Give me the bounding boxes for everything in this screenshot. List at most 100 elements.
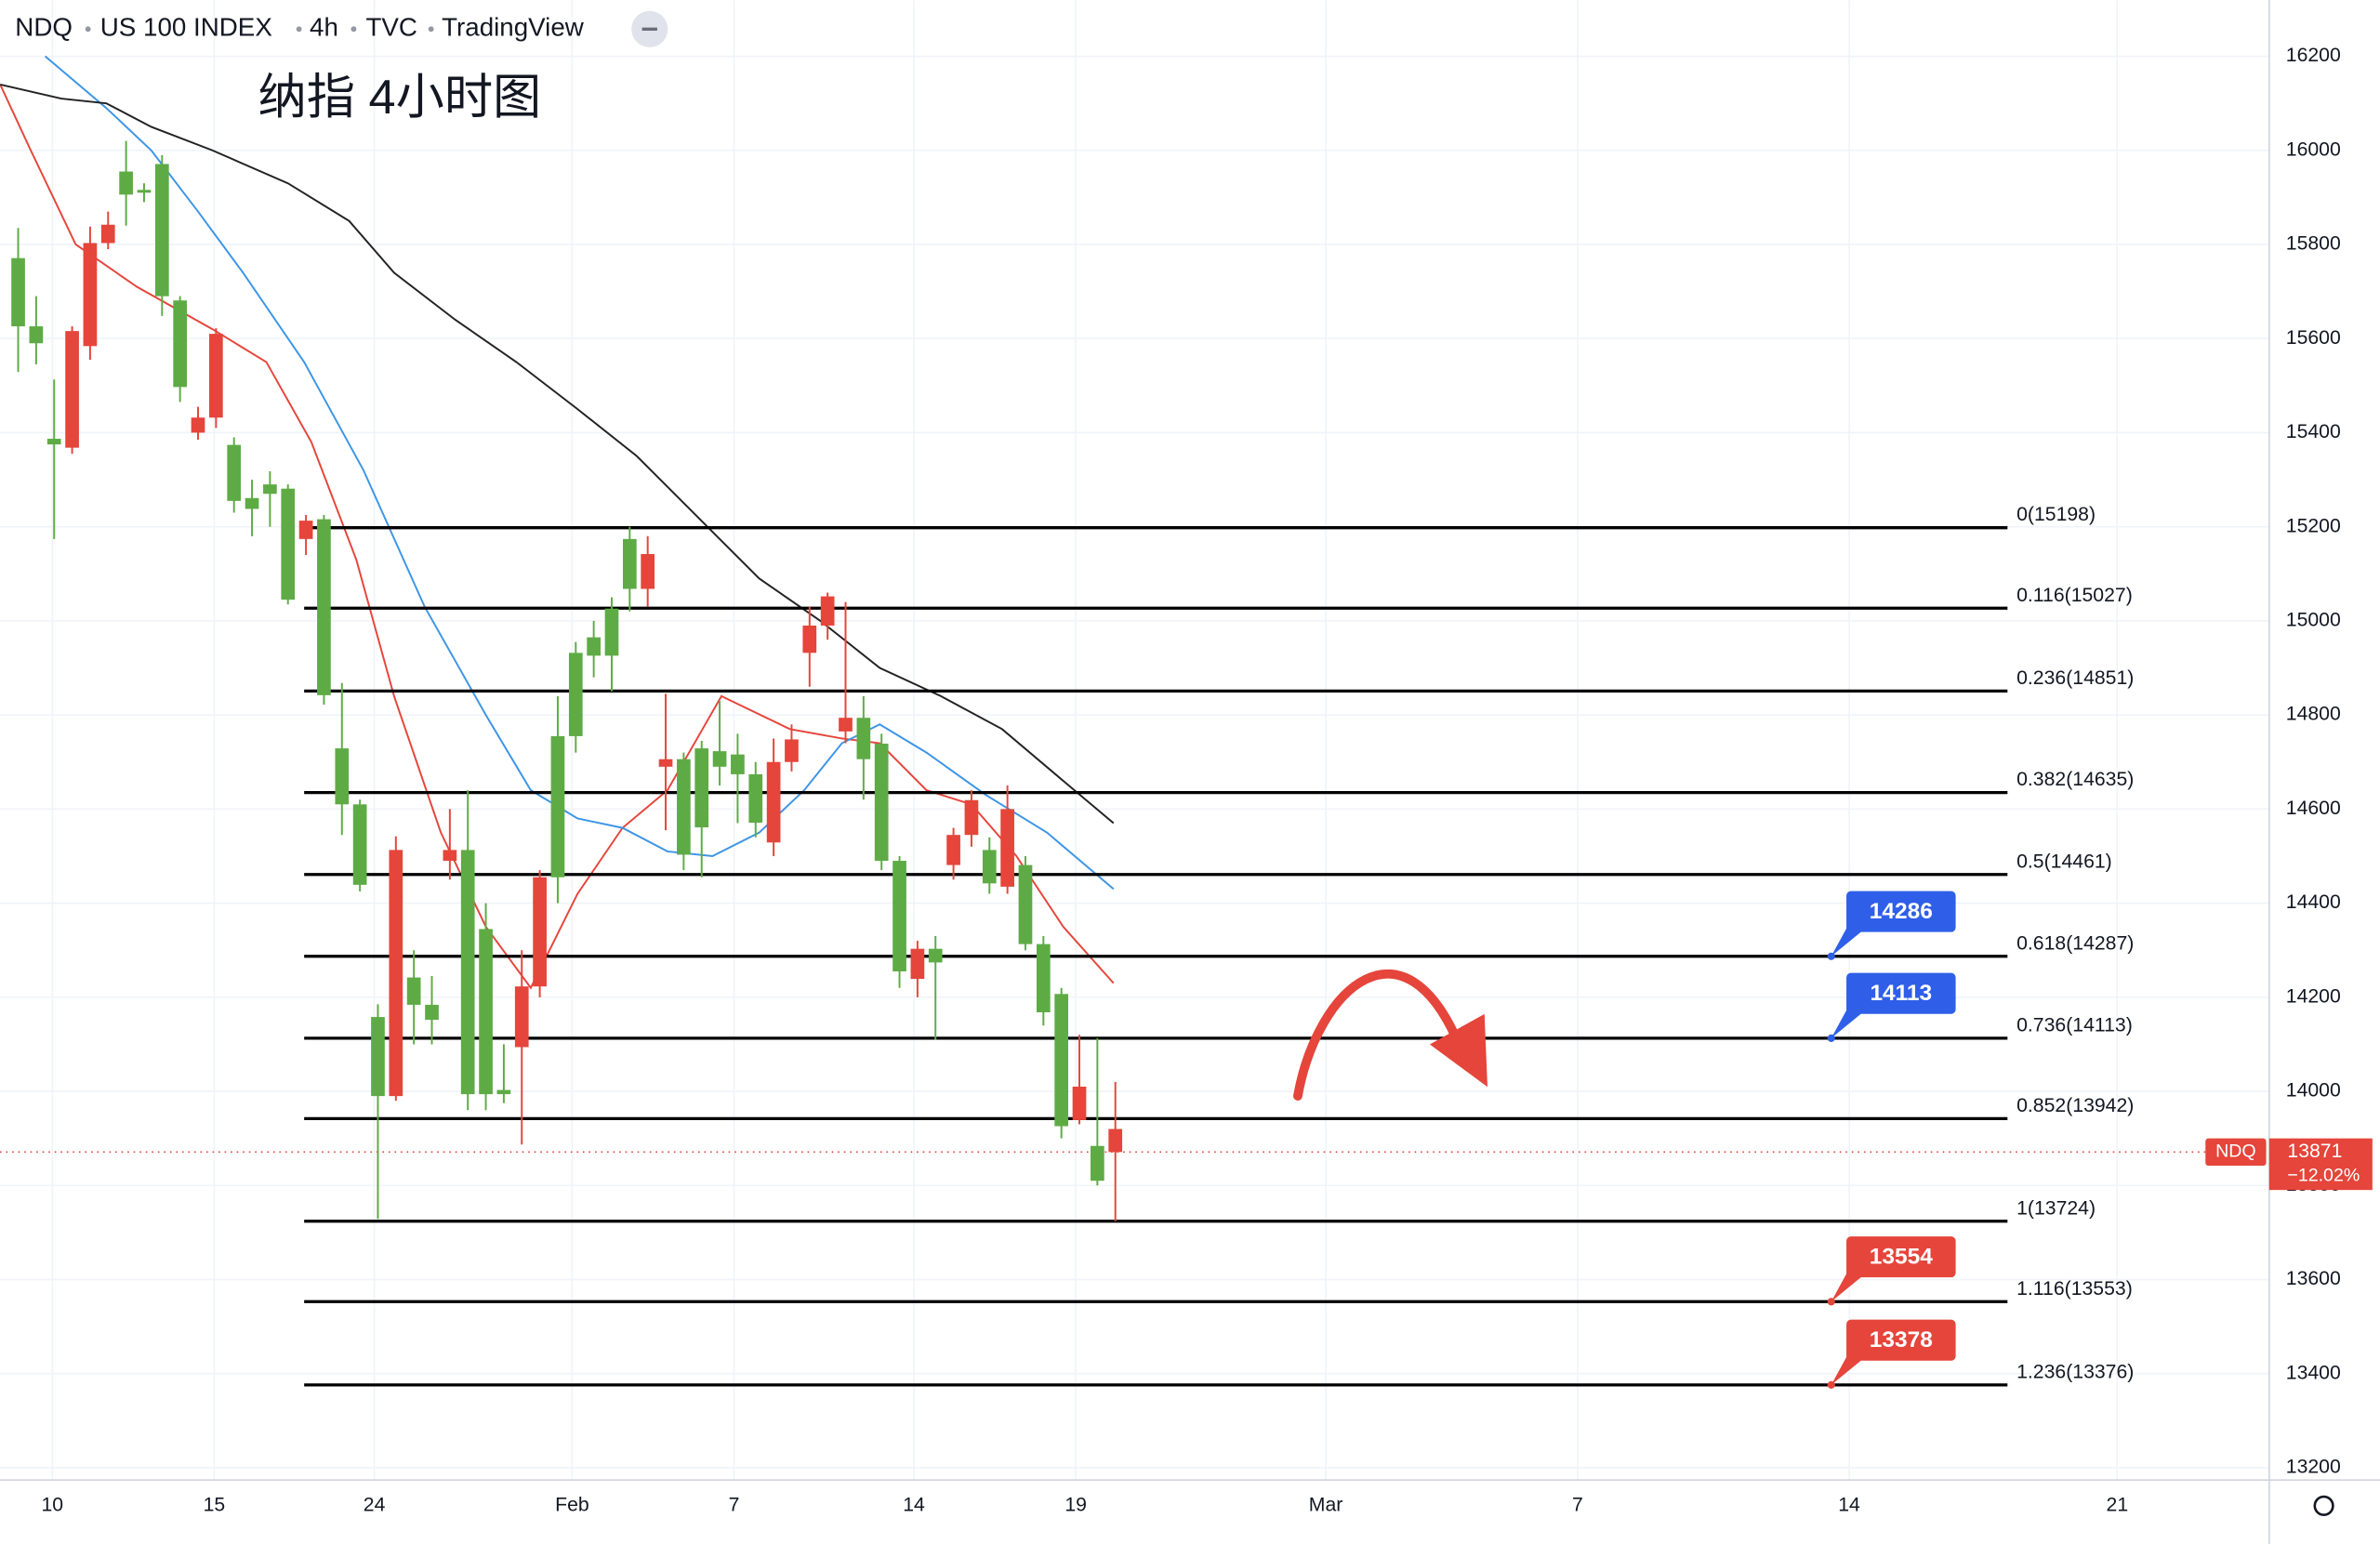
candle-body <box>46 439 61 445</box>
price-callout: 14286 <box>1827 891 1956 960</box>
candle-body <box>173 300 188 388</box>
callout-label: 13378 <box>1870 1327 1933 1353</box>
candle-body <box>1091 1145 1104 1181</box>
annotation-title: 纳指 4小时图 <box>258 71 542 125</box>
candle-body <box>496 1089 511 1095</box>
candle-body <box>641 554 655 589</box>
candle-body <box>712 751 727 767</box>
candle-body <box>946 835 960 865</box>
candle-body <box>892 861 906 971</box>
candle-body <box>766 761 781 843</box>
candle-body <box>1054 994 1069 1127</box>
price-callout: 13378 <box>1827 1319 1956 1389</box>
candle-body <box>1036 944 1051 1013</box>
x-tick-label: 10 <box>41 1494 63 1515</box>
candle-body <box>406 977 421 1005</box>
y-tick-label: 15200 <box>2286 515 2341 536</box>
candle-body <box>298 521 313 539</box>
projection-arrow-head <box>1429 1013 1488 1088</box>
candle-body <box>928 948 943 963</box>
candle-body <box>514 986 529 1048</box>
brand: TradingView <box>442 13 585 42</box>
candle-body <box>1000 809 1014 887</box>
x-tick-label: 24 <box>364 1494 386 1515</box>
fib-level-label: 0.382(14635) <box>2016 769 2134 790</box>
candle-body <box>100 224 115 244</box>
candle-body <box>352 804 367 885</box>
callout-label: 14113 <box>1870 981 1932 1006</box>
candle-body <box>191 417 205 433</box>
candle-body <box>982 850 997 884</box>
source: TVC <box>365 13 417 42</box>
candle-body <box>694 748 709 828</box>
x-tick-label: 14 <box>903 1494 925 1515</box>
candle-body <box>604 608 619 656</box>
settings-icon[interactable] <box>2313 1495 2334 1516</box>
candle-body <box>533 877 547 987</box>
candle-body <box>748 773 763 824</box>
candle-body <box>83 243 98 347</box>
x-tick-label: Feb <box>555 1494 589 1515</box>
x-tick-label: 14 <box>1838 1494 1860 1515</box>
y-tick-label: 15800 <box>2286 233 2341 255</box>
fib-level-label: 0.736(14113) <box>2016 1014 2133 1036</box>
symbol-tag-label: NDQ <box>2215 1142 2256 1162</box>
price-callout: 14113 <box>1827 972 1956 1042</box>
candle-body <box>209 334 223 418</box>
y-tick-label: 13400 <box>2286 1362 2341 1383</box>
fib-level-label: 0.5(14461) <box>2016 851 2112 872</box>
candle-body <box>587 637 601 656</box>
x-tick-label: 21 <box>2107 1494 2129 1515</box>
candle-body <box>910 948 925 980</box>
last-price-label: 13871 <box>2287 1141 2342 1162</box>
y-tick-label: 16200 <box>2286 45 2341 66</box>
candle-body <box>389 850 403 1097</box>
y-tick-label: 14200 <box>2286 985 2341 1007</box>
candle-body <box>874 744 889 862</box>
candle-body <box>29 326 44 344</box>
settings-gear[interactable] <box>2313 1495 2334 1516</box>
callout-box <box>1846 1319 1956 1361</box>
candle-body <box>550 735 565 878</box>
callout-anchor <box>1827 1034 1835 1042</box>
interval[interactable]: 4h <box>310 13 338 42</box>
y-tick-label: 16000 <box>2286 139 2341 160</box>
fib-level-label: 1(13724) <box>2016 1197 2096 1219</box>
x-tick-label: 7 <box>729 1494 740 1515</box>
fib-level-label: 0.236(14851) <box>2016 667 2134 689</box>
x-tick-label: Mar <box>1309 1494 1343 1515</box>
callout-anchor <box>1827 1380 1835 1389</box>
y-tick-label: 14000 <box>2286 1080 2341 1102</box>
symbol-tag <box>2205 1138 2267 1167</box>
candle-body <box>820 596 835 626</box>
fib-level-label: 0.852(13942) <box>2016 1095 2134 1116</box>
x-tick-label: 7 <box>1572 1494 1583 1515</box>
y-tick-label: 13600 <box>2286 1268 2341 1289</box>
y-tick-label: 13200 <box>2286 1457 2341 1478</box>
callout-anchor <box>1827 1298 1835 1306</box>
fib-level-label: 0(15198) <box>2016 504 2096 525</box>
candle-body <box>137 190 152 193</box>
separator <box>296 26 302 33</box>
callout-label: 14286 <box>1870 899 1933 924</box>
fib-level-label: 0.618(14287) <box>2016 932 2134 954</box>
candle-body <box>731 754 745 774</box>
plot-area: 0(15198) 0.116(15027) 0.236(14851) 0.382(14… <box>0 55 2269 1389</box>
callout-box <box>1846 1236 1956 1278</box>
callout-label: 13554 <box>1870 1244 1933 1269</box>
candle-body <box>119 171 133 195</box>
candle-body <box>11 257 25 327</box>
x-tick-label: 19 <box>1064 1494 1087 1515</box>
fib-level-label: 1.116(13553) <box>2016 1278 2133 1300</box>
candle-body <box>371 1017 385 1097</box>
candle-body <box>658 759 673 767</box>
last-price-change: −12.02% <box>2287 1166 2360 1186</box>
candle-body <box>839 718 853 732</box>
x-tick-label: 15 <box>204 1494 226 1515</box>
fib-level-label: 0.116(15027) <box>2016 585 2133 606</box>
candle-body <box>335 748 350 805</box>
candle-body <box>263 484 277 495</box>
candle-body <box>154 164 169 297</box>
